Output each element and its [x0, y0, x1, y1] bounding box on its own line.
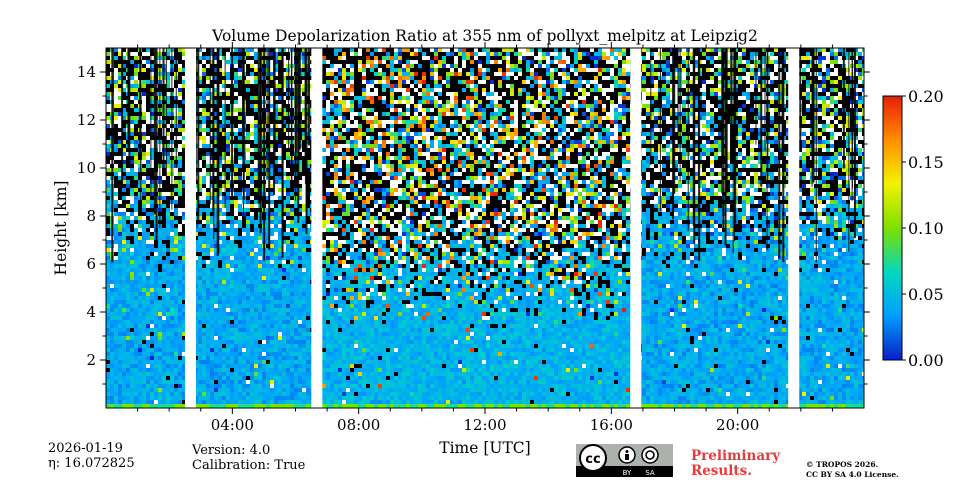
x-tick-label: 16:00	[590, 416, 633, 434]
colorbar-tick-label: 0.15	[908, 153, 944, 172]
x-tick-label: 12:00	[463, 416, 506, 434]
footer-date: 2026-01-19	[48, 441, 123, 456]
colorbar	[882, 95, 903, 361]
cc-icon	[579, 444, 607, 472]
y-tick-label: 10	[77, 159, 96, 177]
data-gaps	[184, 48, 800, 408]
copyright-note: © TROPOS 2026. CC BY SA 4.0 License.	[806, 460, 899, 480]
plot-area	[106, 48, 864, 408]
y-axis: 2 4 6 8 10 12 14	[77, 63, 870, 385]
data-gap	[788, 48, 800, 408]
y-tick-label: 8	[86, 207, 96, 225]
cc-sa-label: SA	[645, 469, 655, 477]
footer-calibration: Calibration: True	[192, 458, 306, 473]
heatmap-cells	[106, 48, 864, 408]
x-tick-label: 08:00	[337, 416, 380, 434]
x-tick-label: 20:00	[716, 416, 759, 434]
colorbar-tick-label: 0.20	[908, 87, 944, 106]
footer-date-block: 2026-01-19 η: 16.072825	[48, 441, 135, 471]
footer-version: Version: 4.0	[192, 443, 271, 458]
data-gap	[184, 48, 197, 408]
colorbar-tick-label: 0.05	[908, 285, 944, 304]
copyright-line-2: CC BY SA 4.0 License.	[806, 470, 899, 479]
y-tick-label: 2	[86, 351, 96, 369]
cc-license-badge: cc BY SA	[576, 444, 673, 477]
copyright-line-1: © TROPOS 2026.	[806, 460, 879, 469]
x-axis-label: Time [UTC]	[439, 439, 530, 457]
cc-by-label: BY	[623, 469, 632, 477]
data-gap	[630, 48, 642, 408]
sa-icon	[641, 446, 659, 464]
preliminary-results-note: Preliminary Results.	[691, 448, 781, 479]
colorbar-tick-label: 0.10	[908, 219, 944, 238]
colorbar-axis: 0.00 0.05 0.10 0.15 0.20	[902, 87, 944, 370]
cc-badge-text: cc	[585, 452, 600, 467]
y-tick-label: 4	[86, 303, 96, 321]
y-tick-label: 6	[86, 255, 96, 273]
colorbar-tick-label: 0.00	[908, 351, 944, 370]
x-tick-label: 04:00	[211, 416, 254, 434]
y-tick-label: 14	[77, 63, 96, 81]
footer-version-block: Version: 4.0 Calibration: True	[192, 443, 305, 473]
x-axis: 04:00 08:00 12:00 16:00 20:00	[137, 42, 833, 434]
y-axis-label: Height [km]	[52, 181, 70, 276]
chart-title: Volume Depolarization Ratio at 355 nm of…	[211, 27, 758, 45]
data-gap	[311, 48, 323, 408]
y-tick-label: 12	[77, 111, 96, 129]
footer-eta: η: 16.072825	[48, 456, 135, 471]
